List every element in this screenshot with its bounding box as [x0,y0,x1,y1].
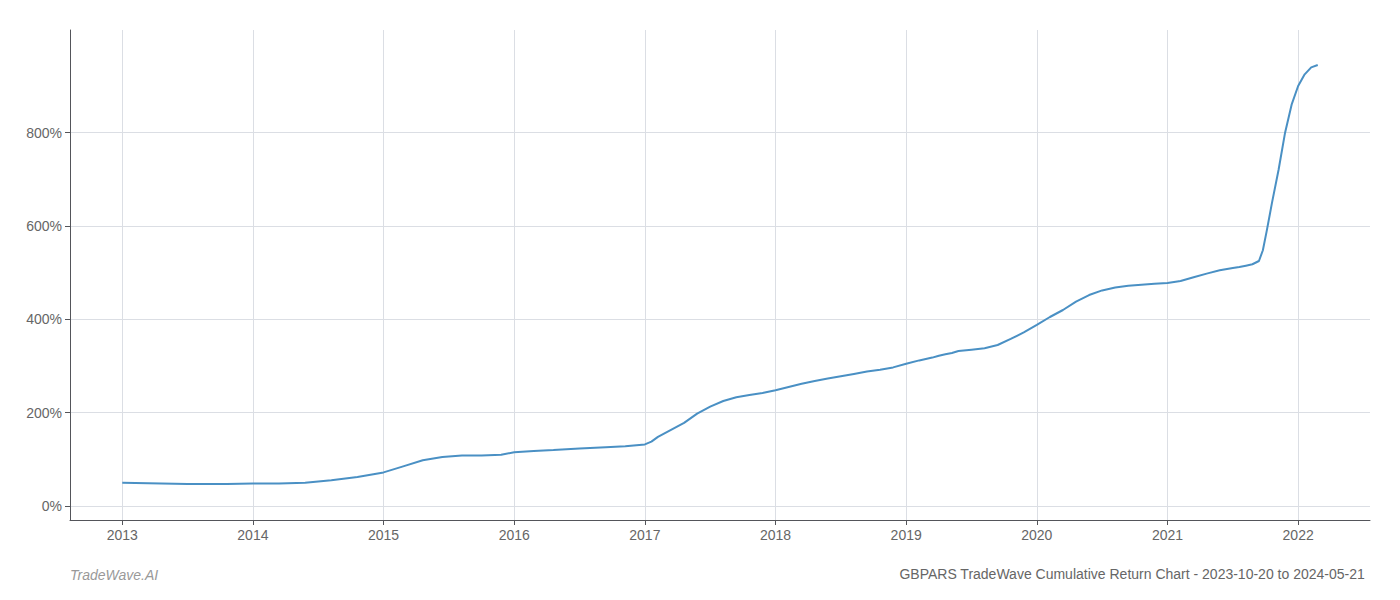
svg-text:600%: 600% [26,218,62,234]
svg-text:0%: 0% [42,498,62,514]
svg-text:2017: 2017 [629,527,660,543]
svg-text:GBPARS TradeWave Cumulative Re: GBPARS TradeWave Cumulative Return Chart… [899,566,1365,582]
svg-text:200%: 200% [26,405,62,421]
svg-text:2022: 2022 [1283,527,1314,543]
svg-text:TradeWave.AI: TradeWave.AI [70,567,158,583]
svg-text:2021: 2021 [1152,527,1183,543]
svg-text:2013: 2013 [107,527,138,543]
svg-text:2015: 2015 [368,527,399,543]
svg-text:2020: 2020 [1021,527,1052,543]
svg-text:800%: 800% [26,125,62,141]
svg-text:2019: 2019 [891,527,922,543]
svg-text:2014: 2014 [237,527,268,543]
svg-text:2018: 2018 [760,527,791,543]
svg-text:2016: 2016 [499,527,530,543]
svg-text:400%: 400% [26,311,62,327]
